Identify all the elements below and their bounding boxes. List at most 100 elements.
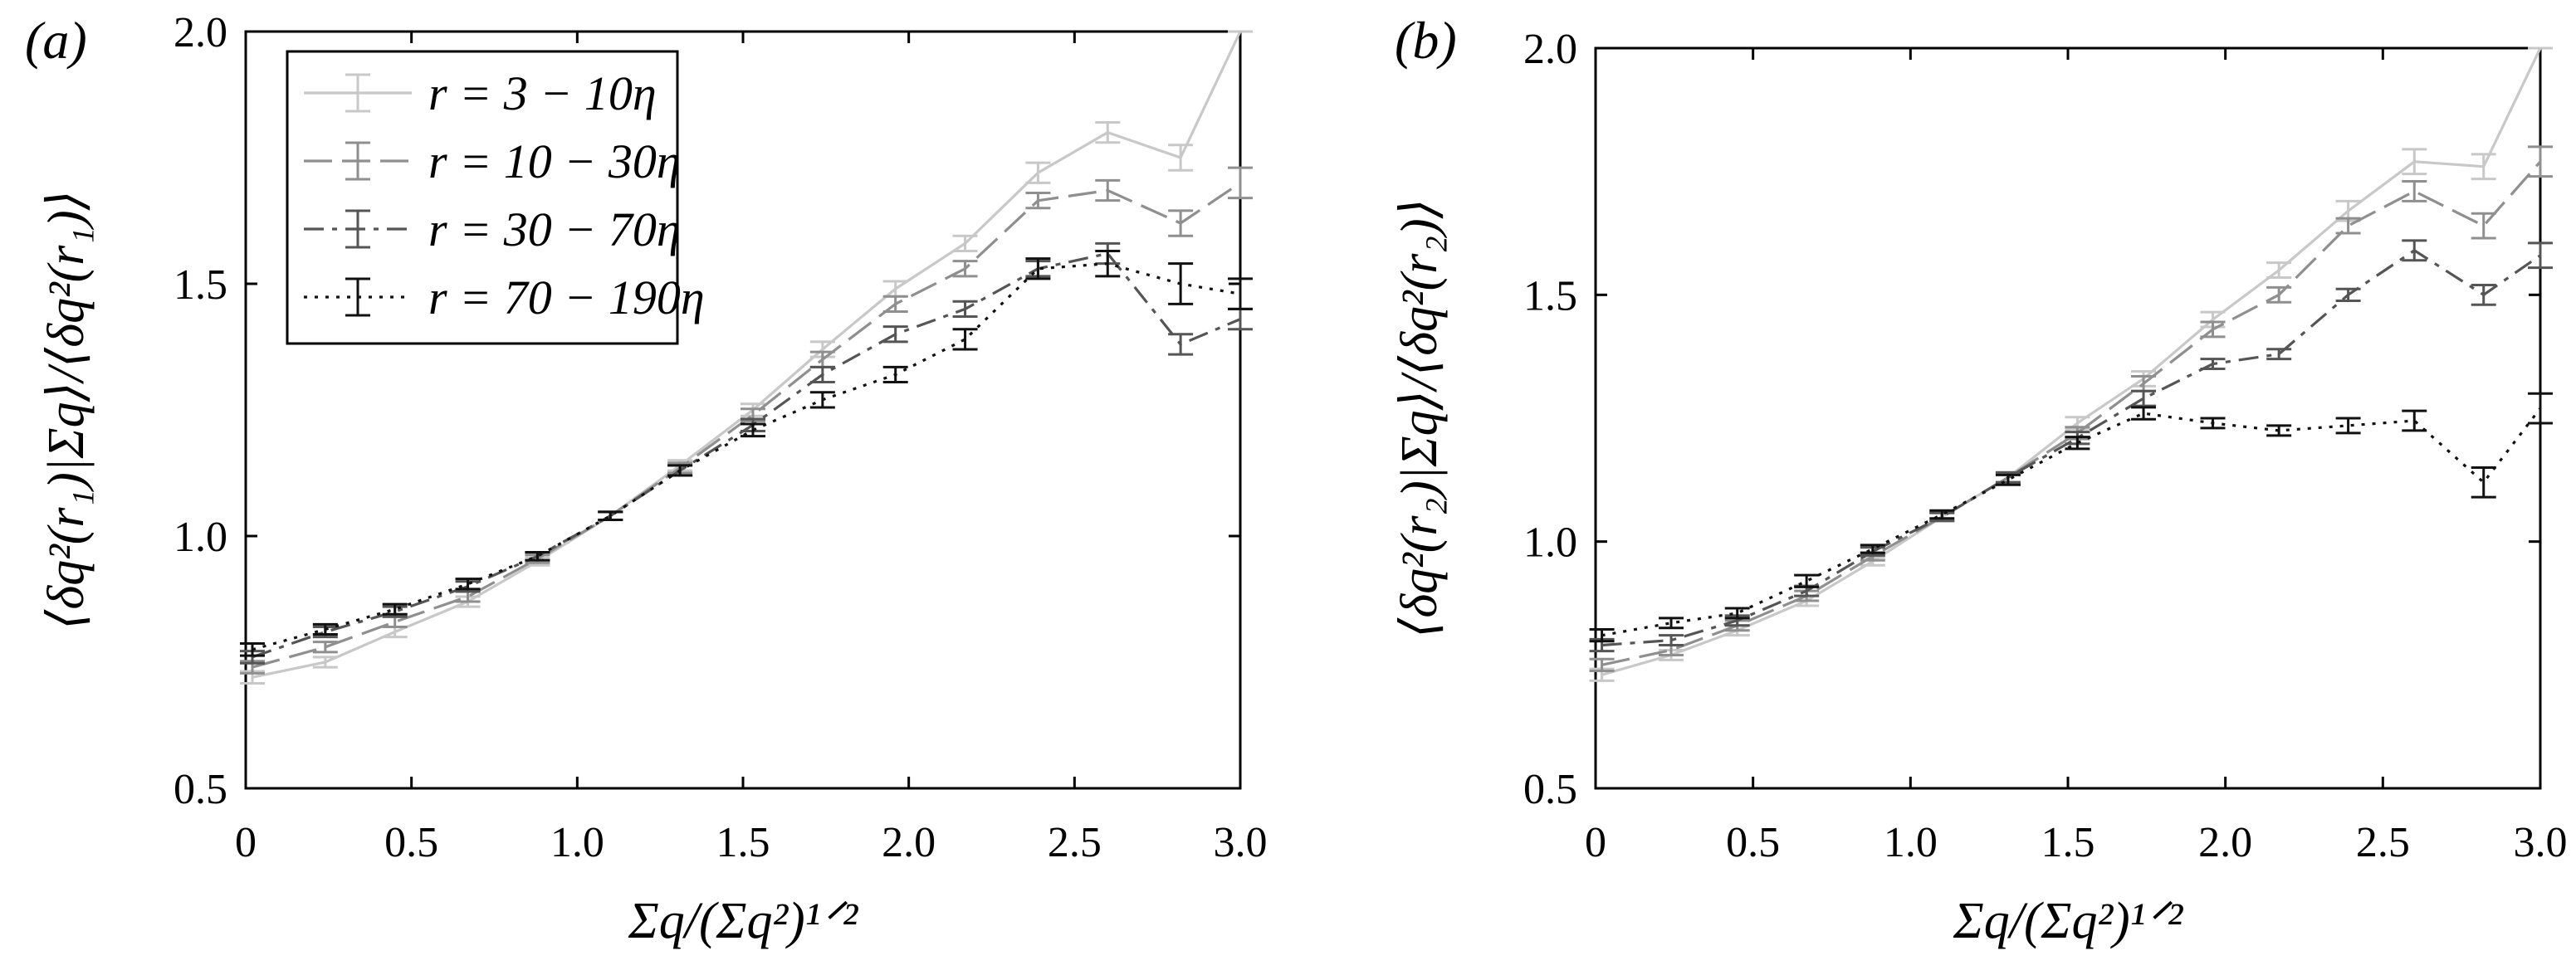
series-line — [252, 182, 1241, 669]
error-bar — [2528, 145, 2553, 178]
chart-panel-b: 0 0.5 1.0 1.5 2.0 2.5 3.00.51.01.52.0Σq/(Σq²)¹… — [1391, 11, 2568, 949]
x-axis-label: Σq/(Σq²)¹ᐟ² — [628, 893, 859, 949]
legend-label: r = 3 − 10η — [428, 66, 657, 120]
error-bar — [2200, 358, 2226, 371]
error-bar — [2335, 417, 2361, 435]
x-tick-label: 3.0 — [2514, 819, 2568, 866]
series-4 — [1589, 392, 2553, 643]
error-bar — [952, 234, 978, 252]
error-bar — [1095, 120, 1121, 144]
series-4 — [239, 249, 1253, 657]
error-bar — [1589, 657, 1615, 672]
error-bar — [2471, 283, 2496, 306]
x-tick-label: 3.0 — [1214, 819, 1268, 866]
error-bar — [2266, 424, 2292, 437]
error-bar — [2335, 217, 2361, 235]
error-bar — [1228, 307, 1253, 331]
chart-panel-a: 0 0.5 1.0 1.5 2.0 2.5 3.00.51.01.52.0Σq/(Σq²)¹… — [25, 9, 1268, 949]
series-line — [1601, 248, 2541, 647]
series-1 — [1589, 46, 2553, 682]
series-line — [1601, 160, 2542, 666]
error-bar — [2402, 409, 2427, 432]
y-tick-label: 1.0 — [1523, 519, 1577, 567]
legend-frame — [286, 50, 679, 345]
error-bar — [2200, 320, 2226, 339]
legend-item: r = 70 − 190η — [304, 271, 705, 324]
error-bar — [2402, 239, 2427, 262]
error-bar — [1794, 573, 1820, 588]
error-bar — [1025, 257, 1051, 280]
error-bar — [312, 656, 338, 669]
error-bar — [312, 641, 338, 654]
error-bar — [1995, 473, 2021, 486]
error-bar — [2528, 241, 2553, 270]
x-tick-label: 2.0 — [882, 819, 936, 866]
error-bar — [882, 325, 908, 344]
x-tick-label: 0 — [1585, 819, 1606, 866]
error-bar — [2131, 389, 2157, 407]
error-bar — [952, 300, 978, 319]
y-tick-label: 0.5 — [174, 766, 227, 813]
error-bar — [952, 260, 978, 278]
error-bar — [2471, 466, 2496, 499]
legend-item: r = 10 − 30η — [304, 134, 681, 188]
x-tick-label: 2.0 — [2198, 819, 2252, 866]
legend-label: r = 30 − 70η — [428, 202, 681, 256]
error-bar — [2131, 406, 2157, 421]
y-tick-label: 1.5 — [1523, 272, 1577, 319]
error-bar — [525, 550, 550, 562]
series-line — [252, 262, 1241, 651]
error-bar — [1929, 509, 1955, 520]
error-bar — [1228, 277, 1253, 310]
y-axis-label: ⟨δq²(r₁)|Σq⟩/⟨δq²(r₁)⟩ — [38, 190, 95, 630]
error-bar — [1168, 144, 1194, 172]
x-tick-label: 1.5 — [2041, 819, 2095, 866]
legend-item: r = 30 − 70η — [304, 202, 681, 256]
error-bar — [1025, 161, 1051, 184]
x-tick-label: 2.5 — [1048, 819, 1102, 866]
error-bar — [809, 391, 835, 409]
error-bar — [1095, 178, 1121, 202]
error-bar — [1168, 209, 1194, 237]
series-2 — [1589, 145, 2553, 672]
x-tick-label: 1.5 — [716, 819, 770, 866]
error-bar — [1168, 262, 1194, 305]
y-tick-label: 1.5 — [174, 261, 227, 309]
error-bar — [2200, 417, 2226, 430]
y-tick-label: 2.0 — [1523, 26, 1577, 73]
legend-item: r = 3 − 10η — [304, 66, 657, 120]
error-bar — [2266, 348, 2292, 361]
series-3 — [1589, 239, 2553, 653]
x-tick-label: 1.0 — [1884, 819, 1938, 866]
error-bar — [1724, 607, 1750, 620]
y-tick-label: 0.5 — [1523, 766, 1577, 813]
error-bar — [2266, 261, 2292, 280]
error-bar — [809, 365, 835, 384]
series-line — [1601, 47, 2542, 676]
error-bar — [882, 295, 908, 313]
error-bar — [2402, 180, 2427, 202]
error-bar — [1659, 634, 1684, 647]
error-bar — [1025, 192, 1051, 210]
error-bar — [2065, 436, 2090, 451]
error-bar — [667, 464, 693, 477]
x-tick-label: 0.5 — [384, 819, 438, 866]
error-bar — [1659, 617, 1684, 630]
x-tick-label: 1.0 — [550, 819, 604, 866]
error-bar — [1589, 628, 1615, 643]
error-bar — [1860, 544, 1885, 554]
y-axis-label: ⟨δq²(r₂)|Σq⟩/⟨δq²(r₂)⟩ — [1391, 198, 1448, 638]
error-bar — [952, 328, 978, 351]
error-bar — [382, 602, 408, 616]
x-tick-label: 0.5 — [1726, 819, 1780, 866]
error-bar — [239, 642, 265, 657]
x-tick-label: 2.5 — [2356, 819, 2410, 866]
error-bar — [1228, 166, 1253, 200]
error-bar — [2528, 392, 2553, 425]
error-bar — [882, 365, 908, 384]
error-bar — [2402, 148, 2427, 176]
y-tick-label: 1.0 — [174, 514, 227, 561]
x-tick-label: 0 — [235, 819, 257, 866]
x-axis-label: Σq/(Σq²)¹ᐟ² — [1953, 893, 2184, 949]
error-bar — [740, 422, 765, 438]
